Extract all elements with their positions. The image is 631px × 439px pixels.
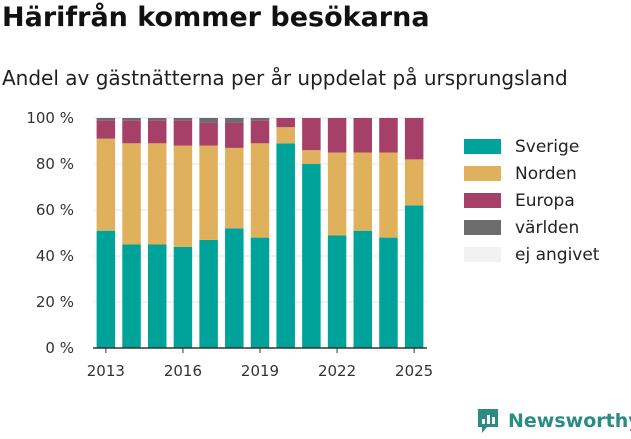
legend-item: Norden bbox=[464, 160, 599, 187]
y-tick-label: 0 % bbox=[45, 339, 74, 357]
bar-segment bbox=[250, 143, 270, 238]
bar-segment bbox=[225, 118, 244, 123]
legend-label: ej angivet bbox=[515, 244, 600, 265]
bar-segment bbox=[302, 164, 321, 348]
brand-name: Newsworthy bbox=[508, 410, 631, 432]
bar-segment bbox=[250, 118, 270, 121]
bar-segment bbox=[404, 159, 424, 206]
bar-segment bbox=[404, 118, 424, 160]
x-tick-label: 2025 bbox=[395, 362, 433, 380]
bar-segment bbox=[250, 120, 270, 144]
bar-segment bbox=[276, 127, 295, 144]
bar-segment bbox=[122, 244, 141, 348]
bar-segment bbox=[302, 150, 321, 164]
bar-segment bbox=[199, 145, 218, 240]
bar-segment bbox=[379, 152, 398, 238]
bar-segment bbox=[199, 118, 218, 123]
bar-segment bbox=[225, 122, 244, 148]
bar-segment bbox=[147, 143, 167, 245]
bar-segment bbox=[199, 122, 218, 146]
bar-segment bbox=[96, 138, 116, 231]
legend-label: Europa bbox=[515, 190, 575, 211]
bar-segment bbox=[199, 239, 218, 348]
bar-segment bbox=[276, 143, 295, 348]
chart-title: Härifrån kommer besökarna bbox=[2, 2, 430, 33]
chart-legend: Sverige Norden Europa världen ej angivet bbox=[464, 133, 599, 268]
legend-swatch bbox=[464, 220, 501, 235]
bar-segment bbox=[327, 152, 347, 236]
newsworthy-logo-icon bbox=[478, 409, 498, 433]
bar-segment bbox=[122, 120, 141, 144]
bar-segment bbox=[276, 118, 295, 128]
y-tick-label: 60 % bbox=[36, 201, 74, 219]
bar-segment bbox=[404, 205, 424, 348]
legend-item: Europa bbox=[464, 187, 599, 214]
bar-segment bbox=[173, 246, 193, 348]
x-tick-label: 2016 bbox=[164, 362, 202, 380]
bar-segment bbox=[302, 118, 321, 151]
bar-segment bbox=[225, 147, 244, 229]
legend-item: ej angivet bbox=[464, 241, 599, 268]
bar-segment bbox=[173, 145, 193, 247]
bar-segment bbox=[353, 152, 373, 231]
legend-swatch bbox=[464, 139, 501, 154]
bar-segment bbox=[147, 120, 167, 144]
x-tick-label: 2019 bbox=[241, 362, 279, 380]
legend-item: världen bbox=[464, 214, 599, 241]
bar-segment bbox=[353, 230, 373, 348]
bar-segment bbox=[147, 244, 167, 348]
bar-segment bbox=[353, 118, 373, 153]
legend-label: Sverige bbox=[515, 136, 580, 157]
bar-segment bbox=[379, 118, 398, 153]
x-tick-label: 2022 bbox=[318, 362, 356, 380]
bar-segment bbox=[327, 118, 347, 153]
y-tick-label: 80 % bbox=[36, 155, 74, 173]
bar-segment bbox=[379, 237, 398, 348]
x-tick-label: 2013 bbox=[87, 362, 125, 380]
brand-logo: Newsworthy bbox=[476, 407, 631, 435]
bar-segment bbox=[147, 118, 167, 121]
bar-segment bbox=[173, 120, 193, 146]
bar-segment bbox=[173, 118, 193, 121]
y-tick-label: 20 % bbox=[36, 293, 74, 311]
bar-segment bbox=[225, 228, 244, 348]
legend-label: Norden bbox=[515, 163, 577, 184]
bar-segment bbox=[96, 120, 116, 139]
bar-segment bbox=[96, 230, 116, 348]
legend-swatch bbox=[464, 247, 501, 262]
legend-swatch bbox=[464, 193, 501, 208]
bar-segment bbox=[327, 235, 347, 348]
legend-swatch bbox=[464, 166, 501, 181]
legend-item: Sverige bbox=[464, 133, 599, 160]
bar-segment bbox=[250, 237, 270, 348]
y-tick-label: 100 % bbox=[26, 109, 74, 127]
legend-label: världen bbox=[515, 217, 580, 238]
y-tick-label: 40 % bbox=[36, 247, 74, 265]
chart-subtitle: Andel av gästnätterna per år uppdelat på… bbox=[2, 66, 568, 90]
bar-segment bbox=[122, 143, 141, 245]
bar-segment bbox=[96, 118, 116, 121]
bar-segment bbox=[122, 118, 141, 121]
